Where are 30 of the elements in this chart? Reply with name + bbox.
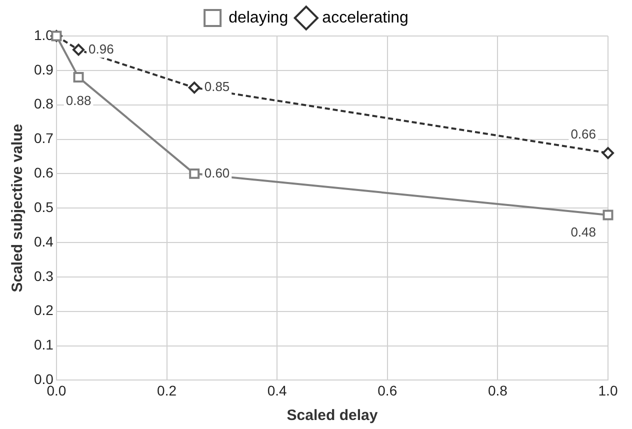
x-tick-label: 0.4: [267, 382, 288, 398]
y-axis-title: Scaled subjective value: [9, 124, 26, 292]
point: [189, 168, 200, 179]
y-tick-label: 0.2: [34, 302, 54, 318]
y-tick-label: 0.8: [34, 96, 54, 112]
data-label: 0.48: [570, 224, 596, 240]
y-tick-label: 0.4: [34, 233, 54, 250]
y-tick-label: 0.3: [34, 268, 54, 284]
x-tick-label: 0.2: [157, 382, 177, 398]
y-tick-label: 0.9: [34, 61, 54, 78]
data-label: 0.88: [66, 92, 92, 108]
point: [73, 72, 84, 83]
legend-label: delaying: [228, 9, 288, 26]
point: [602, 210, 614, 220]
x-tick-label: 1.0: [598, 382, 618, 398]
y-tick-label: 0.7: [34, 130, 54, 146]
point: [72, 44, 85, 56]
legend-label: accelerating: [322, 9, 408, 26]
data-label: 0.66: [570, 126, 596, 142]
data-label: 0.85: [204, 79, 230, 94]
x-tick-label: 0.6: [378, 382, 398, 398]
data-label: 0.60: [204, 165, 230, 180]
x-tick-label: 0.8: [488, 382, 508, 398]
point: [188, 82, 200, 94]
point: [602, 147, 614, 160]
data-label: 0.96: [88, 41, 114, 56]
y-tick-label: 0.5: [34, 198, 54, 215]
y-tick-label: 0.6: [34, 164, 54, 181]
x-axis-title: Scaled delay: [286, 407, 378, 424]
y-tick-label: 0.1: [34, 336, 54, 353]
